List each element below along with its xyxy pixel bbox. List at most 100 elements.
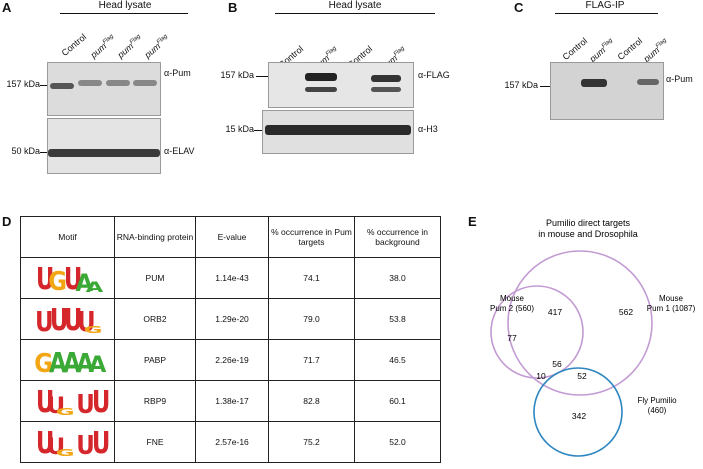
- panel-c-marker: 157 kDa: [504, 80, 538, 90]
- logo-letter: U: [76, 305, 96, 338]
- evalue-cell: 1.38e-17: [195, 380, 269, 422]
- protein-cell: PUM: [114, 257, 196, 299]
- blot-band: [106, 80, 130, 86]
- panel-b-top-antibody: α-FLAG: [418, 70, 450, 80]
- evalue-cell: 2.26e-19: [195, 339, 269, 381]
- column-header: Motif: [20, 216, 115, 258]
- region-pum1-pum2: 417: [548, 307, 562, 317]
- blot-band: [78, 80, 102, 86]
- logo-letter: U: [46, 435, 65, 460]
- evalue-cell: 2.57e-16: [195, 421, 269, 463]
- venn-title-line2: in mouse and Drosophila: [538, 229, 638, 239]
- panel-a-bottom-marker-tick: [40, 152, 47, 153]
- background-cell: 46.5: [354, 339, 441, 381]
- logo-letter: A: [74, 269, 93, 297]
- panel-a-header: Head lysate: [98, 0, 152, 11]
- panel-a-top-marker: 157 kDa: [6, 79, 40, 89]
- logo-letter: U: [63, 303, 82, 338]
- protein-cell: ORB2: [114, 298, 196, 340]
- set-label-mouse-pum1-line1: Mouse: [659, 294, 684, 303]
- logo-letter: U: [35, 385, 54, 420]
- panel-a-top-marker-tick: [40, 85, 47, 86]
- column-header: % occurrence in Pum targets: [268, 216, 355, 258]
- panel-c-lane-3: Control: [615, 35, 645, 62]
- venn-diagram: Pumilio direct targets in mouse and Dros…: [490, 218, 696, 457]
- logo-letter: U: [35, 426, 54, 461]
- background-cell: 52.0: [354, 421, 441, 463]
- set-label-mouse-pum2-line1: Mouse: [500, 294, 525, 303]
- panel-b-blot-top: [268, 62, 414, 108]
- logo-letter: G: [33, 349, 53, 379]
- panel-b-bottom-marker-tick: [254, 130, 262, 131]
- column-header: RNA-binding protein: [114, 216, 196, 258]
- blot-band: [371, 75, 401, 82]
- region-pum1-fly: 52: [577, 371, 587, 381]
- logo-letter: U: [35, 262, 54, 297]
- panel-c-header-line: [555, 13, 658, 14]
- panel-c-blot: [550, 62, 664, 120]
- panel-a-lane-2: pumFlag: [88, 33, 115, 60]
- blot-band: [371, 87, 401, 92]
- set-label-mouse-pum2-line2: Pum 2 (560): [490, 304, 534, 313]
- logo-letter: A: [75, 349, 94, 379]
- targets-cell: 71.7: [268, 339, 355, 381]
- logo-letter: U: [49, 303, 68, 338]
- panel-b-bottom-antibody: α-H3: [418, 124, 438, 134]
- blot-band: [305, 87, 337, 92]
- background-cell: 53.8: [354, 298, 441, 340]
- blot-band: [48, 149, 160, 157]
- mouse-pum2-circle: [490, 285, 584, 379]
- targets-cell: 82.8: [268, 380, 355, 422]
- evalue-cell: 1.14e-43: [195, 257, 269, 299]
- motif-table: Motif RNA-binding protein E-value % occu…: [20, 216, 441, 463]
- logo-letter: U: [63, 262, 82, 297]
- logo-letter: U: [75, 390, 95, 420]
- logo-letter: G: [55, 407, 75, 418]
- panel-c-marker-tick: [540, 86, 550, 87]
- logo-letter: U: [91, 426, 110, 461]
- evalue-cell: 1.29e-20: [195, 298, 269, 340]
- logo-letter: U: [46, 394, 65, 419]
- panel-a-header-line: [60, 13, 188, 14]
- panel-a-lane-3: pumFlag: [115, 33, 142, 60]
- logo-letter: A: [88, 353, 106, 378]
- panel-c-lane-4: pumFlag: [641, 37, 668, 64]
- blot-band: [133, 80, 157, 86]
- panel-e-label: E: [468, 214, 477, 229]
- logo-letter: U: [34, 305, 54, 338]
- region-pum1-only: 562: [619, 307, 633, 317]
- blot-band: [581, 79, 607, 87]
- logo-letter: U: [75, 431, 95, 461]
- logo-letter: G: [47, 267, 67, 297]
- panel-c-label: C: [514, 0, 524, 15]
- blot-band: [50, 83, 74, 89]
- panel-c-header: FLAG-IP: [585, 0, 625, 11]
- panel-a-lane-4: pumFlag: [142, 33, 169, 60]
- table-header-row: Motif RNA-binding protein E-value % occu…: [20, 216, 441, 258]
- panel-a-bottom-marker: 50 kDa: [11, 146, 40, 156]
- panel-a-label: A: [2, 0, 12, 15]
- logo-letter: G: [83, 325, 103, 336]
- panel-d-label: D: [2, 214, 12, 229]
- column-header: E-value: [195, 216, 269, 258]
- blot-band: [265, 125, 411, 135]
- panel-a-lane-1: Control: [59, 31, 89, 58]
- panel-b-top-marker: 157 kDa: [220, 70, 254, 80]
- panel-a-blot-top: [47, 62, 161, 116]
- background-cell: 38.0: [354, 257, 441, 299]
- panel-a-blot-bottom: [47, 118, 161, 174]
- panel-a-bottom-antibody: α-ELAV: [164, 146, 195, 156]
